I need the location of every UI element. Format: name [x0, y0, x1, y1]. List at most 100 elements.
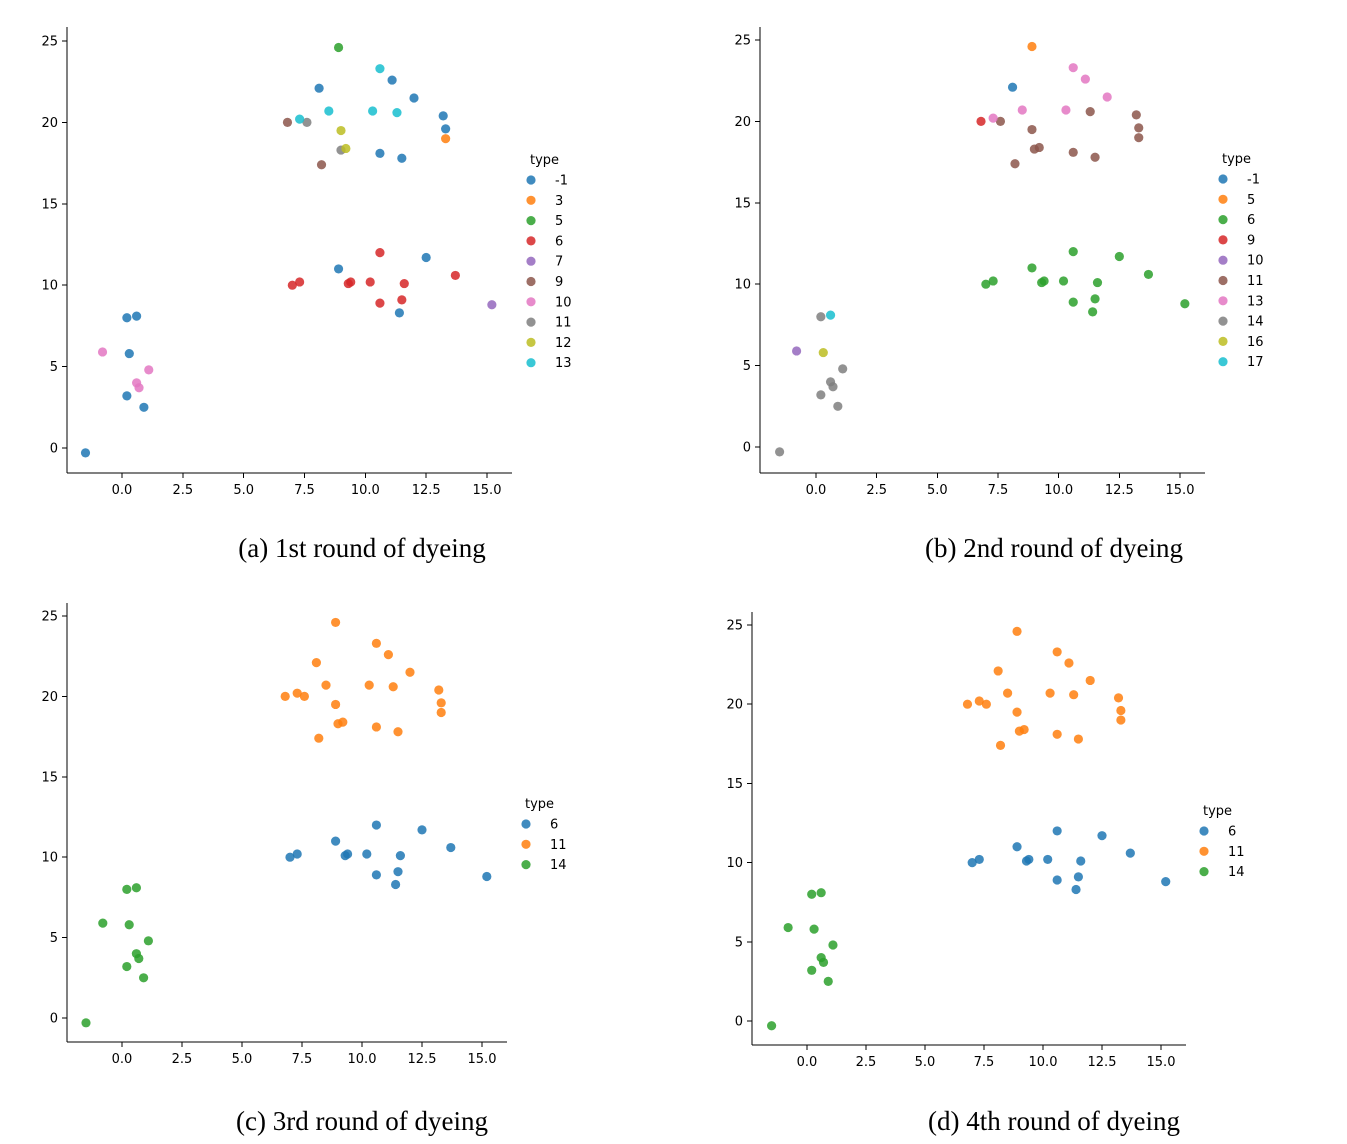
legend-label: 10 — [555, 295, 572, 310]
data-point — [1073, 872, 1083, 882]
data-point — [314, 83, 324, 93]
x-tick-label: 15.0 — [473, 483, 502, 498]
y-tick-label: 25 — [734, 34, 751, 49]
legend-marker — [526, 175, 536, 185]
legend-title: type — [530, 153, 559, 168]
y-tick-label: 0 — [743, 441, 751, 456]
data-point — [1068, 63, 1078, 73]
legend-marker — [1218, 215, 1228, 225]
data-point — [393, 867, 403, 877]
data-point — [1012, 626, 1022, 636]
data-point — [331, 617, 341, 628]
data-point — [97, 347, 108, 357]
data-point — [341, 143, 351, 154]
data-point — [1080, 74, 1090, 84]
data-point — [809, 924, 819, 934]
legend-marker — [1218, 235, 1228, 245]
legend-marker — [521, 839, 531, 849]
legend-marker — [526, 216, 536, 226]
data-point — [783, 922, 793, 933]
data-point — [1113, 693, 1124, 703]
data-point — [438, 111, 448, 121]
data-point — [292, 849, 302, 859]
x-tick-label: 5.0 — [927, 483, 948, 498]
data-point — [988, 276, 998, 286]
legend-label: 16 — [1247, 335, 1264, 350]
legend-marker — [526, 256, 536, 266]
x-tick-label: 12.5 — [1088, 1055, 1117, 1070]
legend-label: 12 — [555, 336, 572, 351]
legend-label: 7 — [555, 255, 563, 270]
data-point — [1085, 675, 1095, 686]
data-point — [399, 278, 409, 289]
data-point — [1076, 856, 1086, 866]
data-point — [967, 858, 977, 868]
legend-label: 11 — [555, 316, 572, 331]
legend-marker — [526, 276, 536, 287]
data-point — [441, 124, 451, 134]
data-point — [388, 682, 398, 692]
legend-label: 6 — [1228, 825, 1236, 840]
data-point — [139, 973, 149, 983]
data-point — [285, 852, 295, 862]
legend-label: 6 — [550, 818, 558, 833]
data-point — [346, 277, 356, 287]
legend-marker — [1218, 174, 1228, 184]
data-point — [434, 685, 444, 695]
data-point — [131, 883, 141, 893]
data-point — [375, 64, 385, 74]
data-point — [383, 649, 393, 660]
data-point — [1125, 848, 1135, 858]
legend-title: type — [1222, 152, 1251, 167]
data-point — [292, 688, 302, 698]
legend-marker — [521, 860, 531, 870]
data-point — [791, 346, 802, 356]
panel-caption: (d) 4th round of dyeing — [928, 1106, 1180, 1136]
x-tick-label: 7.5 — [294, 483, 315, 498]
data-point — [343, 849, 353, 859]
data-point — [1068, 147, 1078, 157]
data-point — [767, 1021, 777, 1031]
x-tick-label: 0.0 — [806, 483, 827, 498]
data-point — [1027, 263, 1037, 273]
x-tick-label: 10.0 — [1044, 483, 1073, 498]
legend-label: 3 — [555, 194, 563, 209]
data-point — [816, 888, 826, 898]
data-point — [436, 707, 446, 718]
legend-label: 6 — [1247, 213, 1255, 228]
x-tick-label: 2.5 — [172, 1052, 193, 1067]
data-point — [995, 740, 1006, 750]
y-tick-label: 0 — [50, 442, 58, 457]
data-point — [1052, 647, 1062, 657]
data-point — [981, 699, 991, 709]
legend-marker — [526, 195, 536, 205]
panel-c: 0.0 2.5 5.0 7.5 10.0 12.5 15.0 0 5 10 15 20 25 type 6 1… — [41, 603, 567, 1136]
data-point — [282, 117, 293, 127]
data-point — [1088, 307, 1098, 317]
data-point — [818, 957, 829, 967]
data-point — [362, 849, 372, 859]
x-tick-label: 12.5 — [1105, 483, 1134, 498]
data-point — [1090, 152, 1100, 162]
data-point — [321, 680, 331, 690]
data-point — [287, 280, 297, 290]
legend-marker — [526, 337, 536, 347]
y-tick-label: 20 — [734, 115, 751, 130]
data-point — [1017, 105, 1027, 115]
data-point — [487, 300, 497, 310]
data-point — [838, 364, 848, 374]
data-point — [1068, 247, 1078, 257]
legend-label: 13 — [1247, 294, 1264, 309]
data-point — [143, 936, 153, 946]
x-tick-label: 7.5 — [974, 1055, 995, 1070]
legend-label: -1 — [1247, 173, 1260, 188]
data-point — [816, 312, 826, 322]
data-point — [421, 252, 431, 263]
data-point — [962, 699, 973, 709]
data-point — [436, 698, 446, 708]
x-tick-label: 2.5 — [856, 1055, 877, 1070]
data-point — [1090, 294, 1100, 304]
data-point — [441, 134, 451, 144]
data-point — [993, 666, 1003, 676]
